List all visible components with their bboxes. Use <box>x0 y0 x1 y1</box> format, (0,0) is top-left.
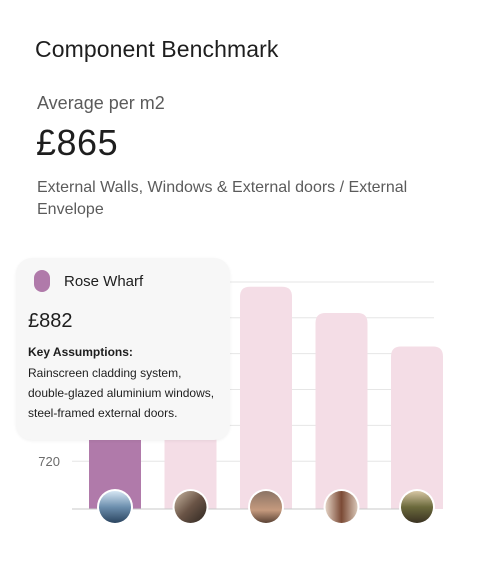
bar-5[interactable] <box>391 346 443 509</box>
city-block-icon[interactable] <box>172 489 209 525</box>
tooltip-key-label: Key Assumptions: <box>28 345 133 359</box>
legend-swatch <box>34 270 50 292</box>
bar-4[interactable] <box>315 313 368 509</box>
bar-3[interactable] <box>240 286 292 509</box>
tooltip-description: Rainscreen cladding system, double-glaze… <box>28 366 215 420</box>
y-tick-label: 720 <box>38 454 60 469</box>
tower-interior-icon[interactable] <box>248 489 284 525</box>
glass-tower-icon[interactable] <box>97 489 133 525</box>
page-title: Component Benchmark <box>35 36 279 62</box>
tooltip-value: £882 <box>28 310 73 332</box>
average-label: Average per m2 <box>37 93 165 113</box>
brick-building-icon[interactable] <box>323 489 360 525</box>
bar-tooltip: Rose Wharf £882 Key Assumptions: Rainscr… <box>16 258 230 440</box>
category-path: External Walls, Windows & External doors… <box>37 179 408 218</box>
forest-building-icon[interactable] <box>399 489 435 525</box>
tooltip-project-name: Rose Wharf <box>64 272 144 290</box>
average-value: £865 <box>36 122 119 163</box>
